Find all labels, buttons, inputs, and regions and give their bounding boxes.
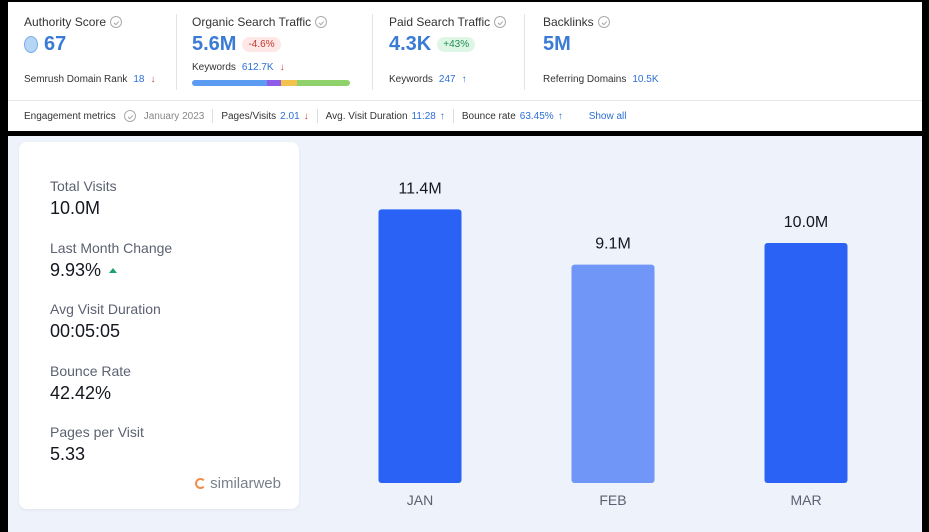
x-tick-label-mar: MAR: [790, 492, 821, 508]
last-month-change-stat: Last Month Change 9.93%: [50, 240, 172, 281]
authority-score-metric: Authority Score 67 Semrush Domain Rank 1…: [24, 2, 164, 100]
bounce-rate-stat: Bounce Rate 42.42%: [50, 363, 131, 404]
pages-per-visit-stat: Pages per Visit 5.33: [50, 424, 144, 465]
organic-traffic-value[interactable]: 5.6M: [192, 33, 237, 55]
semrush-overview-panel: Authority Score 67 Semrush Domain Rank 1…: [8, 2, 922, 131]
stat-label: Avg Visit Duration: [50, 301, 161, 317]
avg-visit-duration-label: Avg. Visit Duration: [325, 110, 408, 122]
arrow-up-icon: ↑: [439, 110, 445, 122]
paid-keywords-label: Keywords: [389, 74, 433, 85]
stat-value: 00:05:05: [50, 321, 121, 341]
stat-label: Total Visits: [50, 178, 117, 194]
similarweb-logo-text: similarweb: [210, 475, 281, 492]
organic-keywords-value[interactable]: 612.7K: [241, 62, 274, 73]
x-tick-label-jan: JAN: [407, 492, 433, 508]
arrow-down-icon: ↓: [279, 62, 285, 73]
keyword-bar-segment: [281, 80, 297, 86]
engagement-label: Engagement metrics: [24, 110, 116, 122]
info-icon[interactable]: [123, 110, 136, 122]
bounce-rate-label: Bounce rate: [461, 110, 516, 122]
paid-keywords-value[interactable]: 247: [438, 74, 456, 85]
show-all-link[interactable]: Show all: [588, 110, 627, 122]
bar-feb[interactable]: [571, 264, 655, 483]
total-visits-stat: Total Visits 10.0M: [50, 178, 117, 219]
authority-score-value[interactable]: 67: [44, 33, 67, 55]
stat-label: Pages per Visit: [50, 424, 144, 440]
authority-score-title: Authority Score: [24, 15, 107, 29]
triangle-up-icon: [109, 268, 118, 273]
traffic-stats-card: Total Visits 10.0M Last Month Change 9.9…: [19, 142, 299, 509]
engagement-metrics-bar: Engagement metrics January 2023 Pages/Vi…: [8, 100, 922, 131]
domain-rank-value[interactable]: 18: [133, 74, 145, 85]
paid-traffic-value[interactable]: 4.3K: [389, 33, 432, 55]
arrow-up-icon: ↑: [557, 110, 563, 122]
referring-domains-value[interactable]: 10.5K: [632, 74, 659, 85]
pages-visits-label: Pages/Visits: [221, 110, 277, 122]
avg-visit-duration-value: 11:28: [411, 110, 436, 122]
organic-traffic-title: Organic Search Traffic: [192, 15, 312, 29]
engagement-date: January 2023: [143, 110, 205, 122]
stat-label: Bounce Rate: [50, 363, 131, 379]
bounce-rate-value: 63.45%: [519, 110, 554, 122]
data-label-feb: 9.1M: [595, 236, 631, 253]
keyword-distribution-bar: [192, 80, 350, 86]
paid-change-badge: +43%: [437, 37, 476, 52]
bar-jan[interactable]: [378, 209, 462, 483]
info-icon[interactable]: [110, 16, 123, 28]
divider: [524, 14, 525, 90]
authority-gauge-icon: [24, 36, 38, 53]
divider: [212, 109, 214, 123]
stat-value: 5.33: [50, 444, 86, 464]
stat-value: 9.93%: [50, 260, 102, 280]
paid-traffic-title: Paid Search Traffic: [389, 15, 491, 29]
avg-visit-duration-stat: Avg Visit Duration 00:05:05: [50, 301, 161, 342]
info-icon[interactable]: [315, 16, 328, 28]
divider: [372, 14, 373, 90]
info-icon[interactable]: [597, 16, 610, 28]
keyword-bar-segment: [192, 80, 267, 86]
keyword-bar-segment: [267, 80, 281, 86]
keyword-bar-segment: [297, 80, 350, 86]
bar-chart-svg: 11.4M JAN 9.1M FEB 10.0M MAR: [378, 180, 848, 508]
paid-traffic-metric: Paid Search Traffic 4.3K +43% Keywords 2…: [389, 2, 519, 100]
backlinks-value[interactable]: 5M: [543, 33, 571, 55]
bar-mar[interactable]: [764, 243, 848, 483]
stat-label: Last Month Change: [50, 240, 173, 256]
divider: [452, 109, 454, 123]
monthly-visits-chart: 11.4M JAN 9.1M FEB 10.0M MAR: [308, 136, 922, 532]
backlinks-title: Backlinks: [543, 15, 594, 29]
divider: [316, 109, 318, 123]
x-tick-label-feb: FEB: [599, 492, 626, 508]
organic-traffic-metric: Organic Search Traffic 5.6M -4.6% Keywor…: [192, 2, 362, 100]
backlinks-metric: Backlinks 5M Referring Domains 10.5K: [543, 2, 703, 100]
pages-visits-value: 2.01: [280, 110, 300, 122]
similarweb-logo: similarweb: [195, 475, 281, 492]
arrow-up-icon: ↑: [461, 74, 467, 85]
arrow-down-icon: ↓: [303, 110, 309, 122]
info-icon[interactable]: [494, 16, 507, 28]
stat-value: 10.0M: [50, 198, 101, 218]
stat-value: 42.42%: [50, 383, 112, 403]
data-label-mar: 10.0M: [784, 214, 828, 231]
domain-rank-label: Semrush Domain Rank: [24, 74, 128, 85]
divider: [176, 14, 177, 90]
referring-domains-label: Referring Domains: [543, 74, 627, 85]
arrow-down-icon: ↓: [150, 74, 156, 85]
organic-keywords-label: Keywords: [192, 62, 236, 73]
similarweb-panel: Total Visits 10.0M Last Month Change 9.9…: [8, 136, 922, 532]
data-label-jan: 11.4M: [398, 180, 441, 197]
organic-change-badge: -4.6%: [242, 37, 281, 52]
similarweb-logo-icon: [195, 478, 207, 489]
